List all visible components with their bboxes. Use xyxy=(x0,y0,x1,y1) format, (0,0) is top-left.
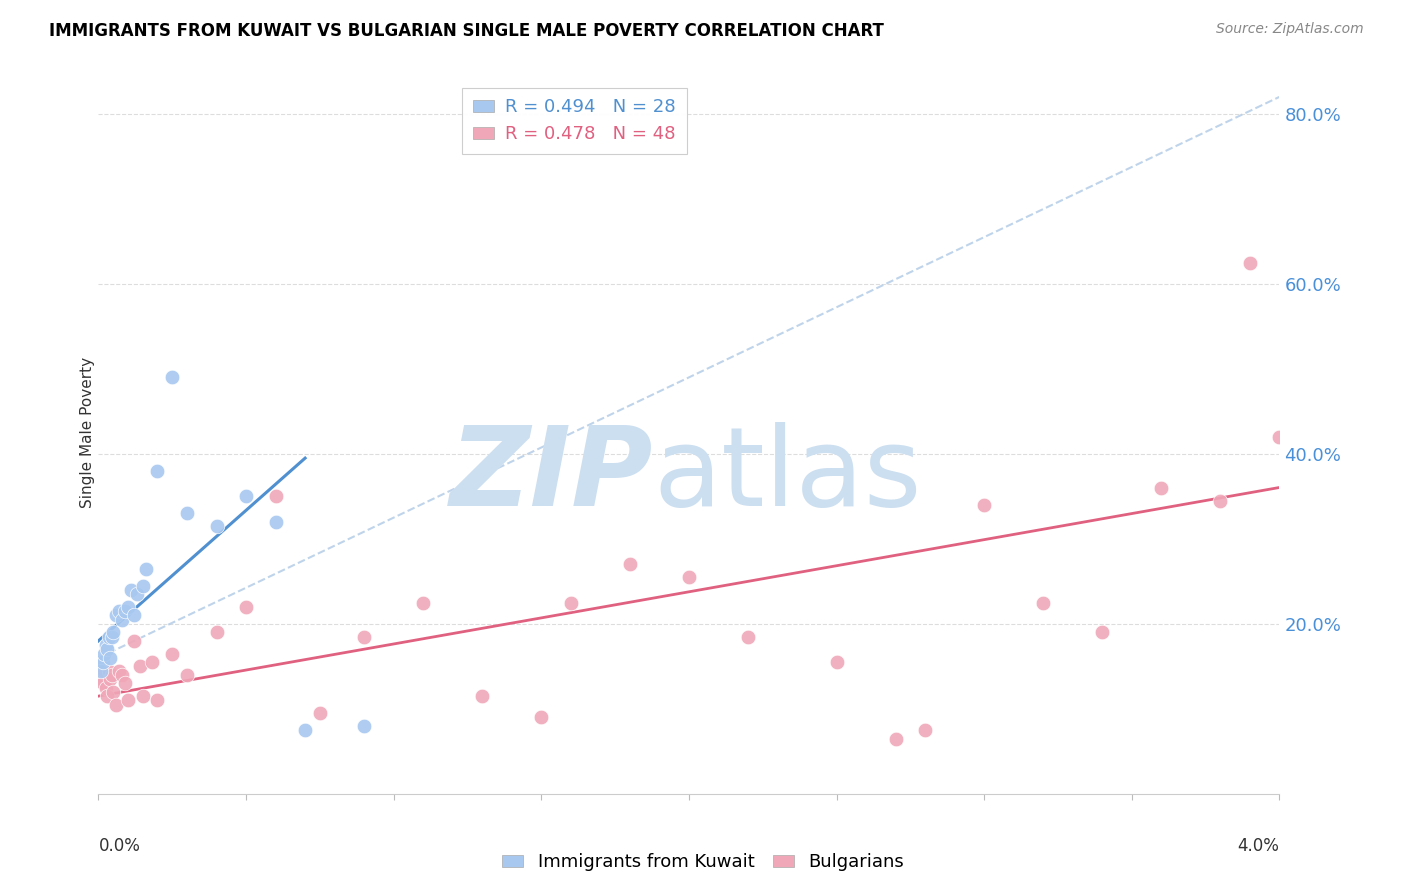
Point xyxy=(128,659,150,673)
Point xyxy=(914,723,936,738)
Point xyxy=(1327,507,1350,521)
Point xyxy=(125,587,148,601)
Point xyxy=(146,693,169,707)
Point xyxy=(162,647,183,661)
Point xyxy=(1032,596,1054,610)
Point xyxy=(103,625,125,640)
Point xyxy=(114,604,136,618)
Point xyxy=(412,596,434,610)
Point xyxy=(91,655,114,669)
Text: 0.0%: 0.0% xyxy=(98,838,141,855)
Point xyxy=(98,651,121,665)
Point xyxy=(353,719,375,733)
Point xyxy=(108,604,131,618)
Point xyxy=(122,608,145,623)
Point xyxy=(108,664,131,678)
Point xyxy=(176,668,198,682)
Point xyxy=(111,668,134,682)
Point xyxy=(90,672,112,686)
Point xyxy=(530,710,553,724)
Point xyxy=(205,519,228,533)
Point xyxy=(471,689,494,703)
Point xyxy=(560,596,582,610)
Point xyxy=(100,630,122,644)
Point xyxy=(90,664,112,678)
Text: 4.0%: 4.0% xyxy=(1237,838,1279,855)
Point xyxy=(135,561,157,575)
Point xyxy=(308,706,332,720)
Text: atlas: atlas xyxy=(654,423,922,530)
Point xyxy=(132,689,155,703)
Point xyxy=(235,489,257,503)
Point xyxy=(141,655,163,669)
Point xyxy=(103,685,125,699)
Point xyxy=(162,370,183,384)
Text: Source: ZipAtlas.com: Source: ZipAtlas.com xyxy=(1216,22,1364,37)
Point xyxy=(114,676,136,690)
Point xyxy=(294,723,316,738)
Point xyxy=(1357,621,1379,635)
Point xyxy=(176,507,198,521)
Point xyxy=(89,668,111,682)
Point xyxy=(105,698,128,712)
Point xyxy=(94,681,117,695)
Point xyxy=(619,558,641,572)
Legend: Immigrants from Kuwait, Bulgarians: Immigrants from Kuwait, Bulgarians xyxy=(495,847,911,879)
Point xyxy=(97,630,120,644)
Point xyxy=(117,599,139,614)
Text: IMMIGRANTS FROM KUWAIT VS BULGARIAN SINGLE MALE POVERTY CORRELATION CHART: IMMIGRANTS FROM KUWAIT VS BULGARIAN SING… xyxy=(49,22,884,40)
Point xyxy=(678,570,700,584)
Point xyxy=(93,647,115,661)
Point xyxy=(91,676,114,690)
Point xyxy=(264,515,287,529)
Point xyxy=(96,689,118,703)
Point xyxy=(117,693,139,707)
Point xyxy=(122,633,145,648)
Point xyxy=(1239,255,1261,269)
Point xyxy=(1268,430,1291,444)
Point xyxy=(205,625,228,640)
Point xyxy=(132,579,155,593)
Legend: R = 0.494   N = 28, R = 0.478   N = 48: R = 0.494 N = 28, R = 0.478 N = 48 xyxy=(461,87,686,154)
Point xyxy=(235,599,257,614)
Point xyxy=(884,731,907,746)
Point xyxy=(93,664,115,678)
Point xyxy=(353,630,375,644)
Point xyxy=(96,642,118,657)
Point xyxy=(94,638,117,652)
Text: ZIP: ZIP xyxy=(450,423,654,530)
Point xyxy=(973,498,995,512)
Point xyxy=(1091,625,1114,640)
Point xyxy=(737,630,759,644)
Point xyxy=(100,668,122,682)
Point xyxy=(120,582,142,597)
Point xyxy=(111,613,134,627)
Point xyxy=(105,608,128,623)
Point xyxy=(98,672,121,686)
Point xyxy=(1209,493,1232,508)
Point xyxy=(1298,489,1320,503)
Point xyxy=(825,655,848,669)
Point xyxy=(146,464,169,478)
Point xyxy=(1386,638,1406,652)
Y-axis label: Single Male Poverty: Single Male Poverty xyxy=(80,357,94,508)
Point xyxy=(264,489,287,503)
Point xyxy=(89,655,111,669)
Point xyxy=(97,664,120,678)
Point xyxy=(1150,481,1173,495)
